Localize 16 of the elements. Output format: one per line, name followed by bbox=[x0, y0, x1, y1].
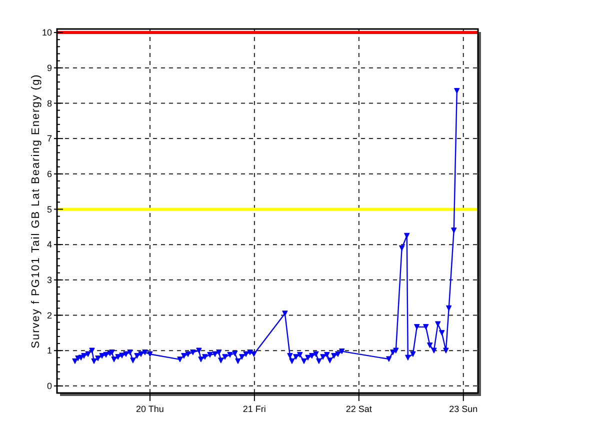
y-tick-label: 10 bbox=[42, 28, 52, 38]
x-tick-label: 23 Sun bbox=[449, 404, 478, 414]
y-axis-title: Survey f PG101 Tail GB Lat Bearing Energy (g) bbox=[30, 74, 42, 348]
y-tick-label: 9 bbox=[46, 63, 52, 74]
y-tick-label: 0 bbox=[46, 381, 52, 392]
x-tick-label: 22 Sat bbox=[346, 404, 372, 414]
y-tick-label: 2 bbox=[46, 310, 52, 320]
y-tick-label: 7 bbox=[46, 134, 52, 144]
y-tick-label: 4 bbox=[46, 240, 52, 250]
y-tick-label: 5 bbox=[46, 204, 52, 214]
y-tick-label: 6 bbox=[46, 169, 52, 180]
y-tick-label: 8 bbox=[46, 98, 52, 108]
x-tick-label: 21 Fri bbox=[242, 404, 266, 414]
y-tick-label: 1 bbox=[46, 346, 52, 356]
y-tick-label: 3 bbox=[46, 275, 52, 286]
x-tick-label: 20 Thu bbox=[136, 404, 164, 414]
